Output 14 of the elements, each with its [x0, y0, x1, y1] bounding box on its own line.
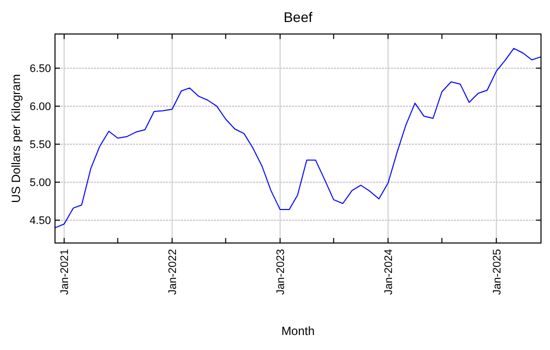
y-tick-label: 6.50 [30, 63, 51, 76]
line-series [54, 48, 542, 228]
y-axis-title: US Dollars per Kilogram [9, 74, 23, 203]
x-tick-label: Jan-2025 [491, 249, 504, 295]
x-tick-label: Jan-2021 [59, 249, 72, 295]
x-axis-title: Month [281, 324, 315, 338]
y-tick-label: 5.50 [30, 139, 51, 152]
x-tick-label: Jan-2022 [167, 249, 180, 295]
y-tick-label: 6.00 [30, 101, 51, 114]
x-tick-label: Jan-2023 [275, 249, 288, 295]
y-tick-label: 5.00 [30, 177, 51, 190]
y-tick-label: 4.50 [30, 215, 51, 228]
chart-title: Beef [284, 9, 313, 25]
x-tick-label: Jan-2024 [383, 249, 396, 295]
